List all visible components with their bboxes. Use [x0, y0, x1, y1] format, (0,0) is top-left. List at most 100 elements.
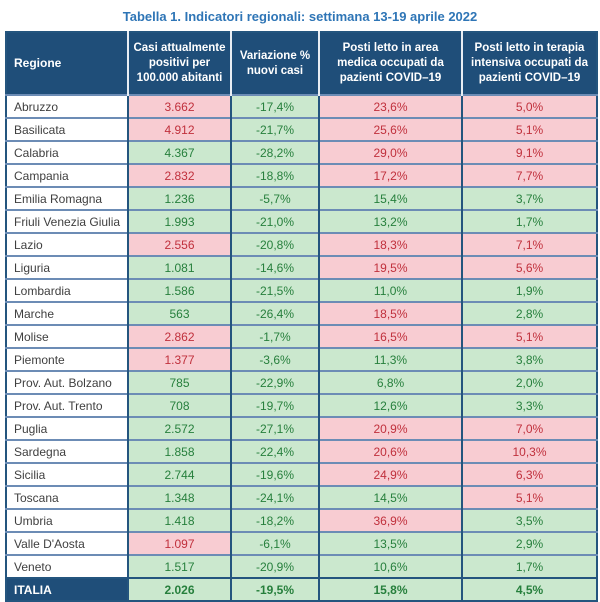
value-cell: 1.418 [127, 508, 231, 532]
value-cell: -5,7% [230, 186, 319, 210]
value-cell: 2,9% [461, 531, 597, 555]
value-cell: -21,5% [230, 278, 319, 302]
value-cell: -22,9% [230, 370, 319, 394]
table-row: Valle D'Aosta 1.097 -6,1% 13,5% 2,9% [6, 531, 597, 555]
column-header-terapia-intensiva: Posti letto in terapia intensiva occupat… [461, 32, 597, 95]
value-cell: 10,6% [318, 554, 462, 578]
value-cell: -14,6% [230, 255, 319, 279]
value-cell: -19,6% [230, 462, 319, 486]
value-cell: 3,8% [461, 347, 597, 371]
value-cell: -17,4% [230, 94, 319, 118]
value-cell: -18,8% [230, 163, 319, 187]
value-cell: 2,8% [461, 301, 597, 325]
region-cell: Puglia [6, 416, 128, 440]
region-cell: Friuli Venezia Giulia [6, 209, 128, 233]
value-cell: 6,3% [461, 462, 597, 486]
table-row: Marche 563 -26,4% 18,5% 2,8% [6, 301, 597, 325]
value-cell: 7,7% [461, 163, 597, 187]
value-cell: 23,6% [318, 94, 462, 118]
value-cell: -21,7% [230, 117, 319, 141]
value-cell: 14,5% [318, 485, 462, 509]
value-cell: 20,6% [318, 439, 462, 463]
value-cell: 2.862 [127, 324, 231, 348]
value-cell: 3,7% [461, 186, 597, 210]
table-row: Lombardia 1.586 -21,5% 11,0% 1,9% [6, 278, 597, 302]
page-title: Tabella 1. Indicatori regionali: settima… [122, 9, 478, 24]
value-cell: 13,5% [318, 531, 462, 555]
value-cell: 18,5% [318, 301, 462, 325]
table-row: Toscana 1.348 -24,1% 14,5% 5,1% [6, 485, 597, 509]
value-cell: -27,1% [230, 416, 319, 440]
value-cell: 6,8% [318, 370, 462, 394]
value-cell: 563 [127, 301, 231, 325]
region-cell: Basilicata [6, 117, 128, 141]
value-cell: 3,3% [461, 393, 597, 417]
table-row: Sicilia 2.744 -19,6% 24,9% 6,3% [6, 462, 597, 486]
value-cell: 2,0% [461, 370, 597, 394]
value-cell: 2.832 [127, 163, 231, 187]
value-cell: 24,9% [318, 462, 462, 486]
value-cell: 16,5% [318, 324, 462, 348]
region-cell: Umbria [6, 508, 128, 532]
value-cell: 4.367 [127, 140, 231, 164]
value-cell: 1.236 [127, 186, 231, 210]
value-cell: 708 [127, 393, 231, 417]
value-cell: -6,1% [230, 531, 319, 555]
value-cell: -24,1% [230, 485, 319, 509]
value-cell: 1.348 [127, 485, 231, 509]
table-row: Lazio 2.556 -20,8% 18,3% 7,1% [6, 232, 597, 256]
region-cell: Sicilia [6, 462, 128, 486]
column-header-area-medica: Posti letto in area medica occupati da p… [318, 32, 462, 95]
value-cell: 2.556 [127, 232, 231, 256]
region-cell: Lombardia [6, 278, 128, 302]
value-cell: 7,1% [461, 232, 597, 256]
value-cell: 9,1% [461, 140, 597, 164]
column-header-casi-positivi: Casi attualmente positivi per 100.000 ab… [127, 32, 231, 95]
regional-indicators-table: Regione Casi attualmente positivi per 10… [5, 31, 598, 602]
value-cell: -19,7% [230, 393, 319, 417]
value-cell: 1.377 [127, 347, 231, 371]
value-cell: 20,9% [318, 416, 462, 440]
region-cell: Piemonte [6, 347, 128, 371]
value-cell: 10,3% [461, 439, 597, 463]
table-row: Sardegna 1.858 -22,4% 20,6% 10,3% [6, 439, 597, 463]
value-cell: -26,4% [230, 301, 319, 325]
value-cell: 1.993 [127, 209, 231, 233]
value-cell: 11,3% [318, 347, 462, 371]
table-row: Calabria 4.367 -28,2% 29,0% 9,1% [6, 140, 597, 164]
table-header: Regione Casi attualmente positivi per 10… [6, 32, 597, 95]
value-cell: 19,5% [318, 255, 462, 279]
value-cell: 5,0% [461, 94, 597, 118]
value-cell: 29,0% [318, 140, 462, 164]
value-cell: 5,1% [461, 485, 597, 509]
value-cell: 3,5% [461, 508, 597, 532]
region-cell: Liguria [6, 255, 128, 279]
column-header-variazione: Variazione % nuovi casi [230, 32, 319, 95]
value-cell: 2.572 [127, 416, 231, 440]
value-cell: 17,2% [318, 163, 462, 187]
region-cell: Abruzzo [6, 94, 128, 118]
header-row: Regione Casi attualmente positivi per 10… [6, 32, 597, 95]
value-cell: -21,0% [230, 209, 319, 233]
value-cell: -22,4% [230, 439, 319, 463]
value-cell: -18,2% [230, 508, 319, 532]
total-row: ITALIA 2.026 -19,5% 15,8% 4,5% [6, 577, 597, 601]
table-row: Prov. Aut. Bolzano 785 -22,9% 6,8% 2,0% [6, 370, 597, 394]
table-row: Veneto 1.517 -20,9% 10,6% 1,7% [6, 554, 597, 578]
region-cell: Marche [6, 301, 128, 325]
value-cell: -1,7% [230, 324, 319, 348]
table-row: Campania 2.832 -18,8% 17,2% 7,7% [6, 163, 597, 187]
table-row: Molise 2.862 -1,7% 16,5% 5,1% [6, 324, 597, 348]
value-cell: 11,0% [318, 278, 462, 302]
value-cell: 4,5% [461, 577, 597, 601]
region-cell: Toscana [6, 485, 128, 509]
value-cell: 1,7% [461, 554, 597, 578]
value-cell: 2.744 [127, 462, 231, 486]
value-cell: 1.858 [127, 439, 231, 463]
region-cell: Prov. Aut. Bolzano [6, 370, 128, 394]
region-cell: Lazio [6, 232, 128, 256]
value-cell: 18,3% [318, 232, 462, 256]
table-row: Prov. Aut. Trento 708 -19,7% 12,6% 3,3% [6, 393, 597, 417]
value-cell: 2.026 [127, 577, 231, 601]
value-cell: -20,8% [230, 232, 319, 256]
